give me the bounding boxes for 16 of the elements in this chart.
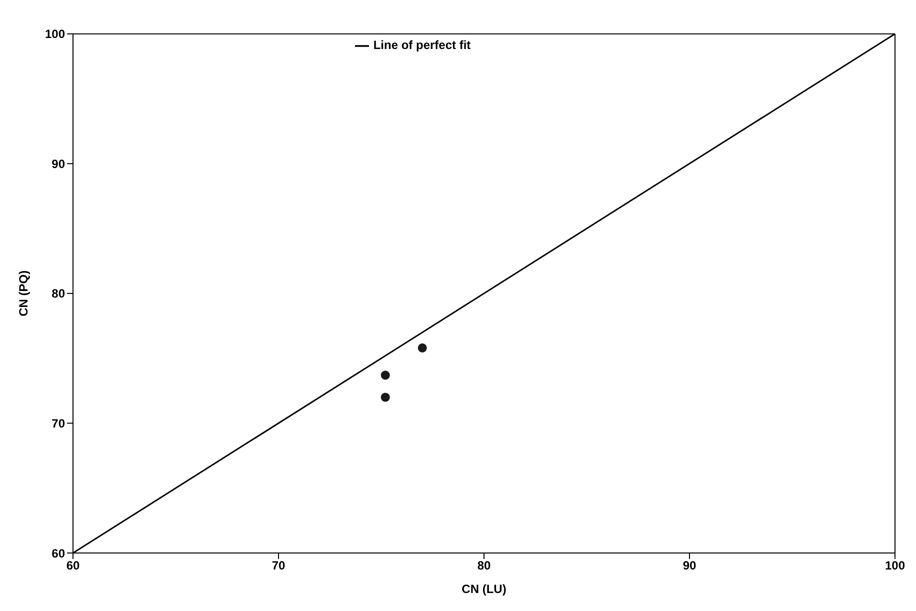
- y-tick-label: 90: [52, 156, 66, 171]
- x-tick-label: 90: [682, 558, 696, 573]
- y-tick-label: 70: [52, 416, 66, 430]
- point: [418, 343, 427, 352]
- x-tick-label: 70: [272, 558, 286, 573]
- y-axis-title: CN (PQ): [16, 270, 30, 316]
- x-tick-label: 60: [66, 558, 80, 573]
- y-tick-label: 100: [44, 27, 66, 42]
- point: [380, 392, 390, 402]
- point: [380, 370, 390, 380]
- x-axis-title: CN (LU): [462, 582, 506, 596]
- x-tick-label: 100: [884, 558, 906, 573]
- x-tick-label: 80: [477, 558, 491, 573]
- y-tick-label: 80: [52, 286, 66, 301]
- legend-label: Line of perfect fit: [373, 38, 471, 52]
- y-tick-label: 60: [52, 546, 66, 560]
